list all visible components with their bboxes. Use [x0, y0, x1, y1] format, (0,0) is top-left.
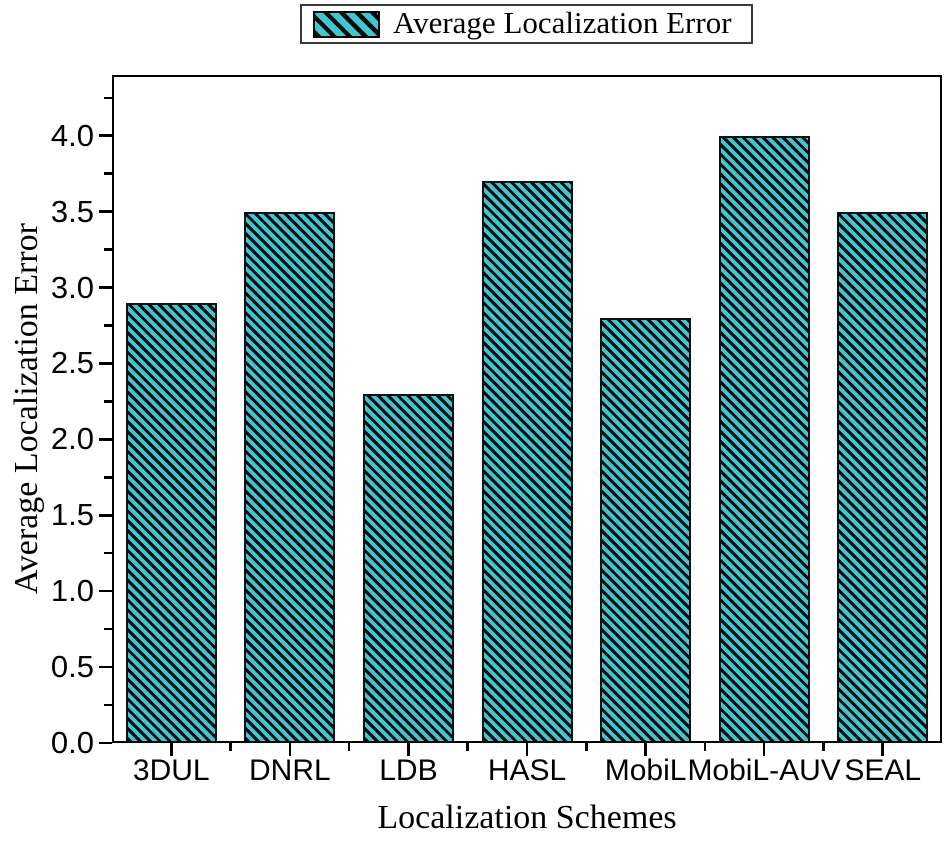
y-minor-tick — [104, 551, 112, 555]
x-tick-label: MobiL-AUV — [687, 754, 841, 787]
y-minor-tick — [104, 400, 112, 403]
x-tick-label: SEAL — [844, 754, 922, 787]
x-minor-tick — [229, 743, 232, 751]
x-minor-tick — [822, 743, 825, 751]
bar-HASL — [481, 181, 573, 743]
x-minor-tick — [703, 743, 707, 751]
y-major-tick — [99, 665, 112, 669]
y-minor-tick — [104, 248, 112, 251]
y-tick-label: 3.0 — [50, 269, 94, 305]
bar-3DUL — [125, 303, 217, 743]
y-tick-label: 0.5 — [50, 649, 94, 685]
legend-label: Average Localization Error — [393, 5, 732, 40]
x-tick-label: HASL — [487, 754, 567, 787]
y-major-tick — [99, 438, 112, 441]
legend-swatch-hatch — [313, 10, 380, 38]
x-major-tick — [407, 743, 410, 756]
y-major-tick — [99, 589, 112, 593]
x-major-tick — [525, 743, 529, 756]
y-major-tick — [99, 741, 112, 745]
y-tick-label: 0.0 — [50, 725, 94, 760]
bar-MobiL-AUV — [718, 136, 810, 743]
y-major-tick — [99, 134, 112, 137]
y-minor-tick — [104, 324, 112, 327]
y-tick-label: 1.0 — [50, 573, 94, 609]
x-minor-tick — [585, 743, 588, 751]
y-major-tick — [99, 210, 112, 213]
y-major-tick — [99, 286, 112, 289]
x-major-tick — [881, 743, 884, 756]
bar-MobiL — [600, 318, 692, 743]
y-minor-tick — [104, 172, 112, 175]
y-major-tick — [99, 362, 112, 365]
y-tick-label: 1.5 — [50, 497, 94, 533]
x-minor-tick — [466, 743, 469, 751]
legend: Average Localization Error — [300, 4, 753, 44]
y-minor-tick — [104, 96, 112, 100]
x-major-tick — [288, 743, 292, 756]
x-axis-title: Localization Schemes — [377, 799, 677, 836]
x-tick-label: LDB — [379, 754, 438, 787]
y-minor-tick — [104, 627, 112, 631]
plot-area — [112, 75, 942, 743]
y-tick-label: 4.0 — [50, 117, 94, 153]
y-minor-tick — [104, 476, 112, 479]
y-minor-tick — [104, 703, 112, 707]
x-tick-label: MobiL — [604, 754, 687, 787]
y-tick-label: 3.5 — [50, 193, 94, 229]
y-tick-label: 2.5 — [50, 345, 94, 381]
y-tick-label: 2.0 — [50, 421, 94, 457]
x-tick-label: DNRL — [249, 754, 331, 787]
x-major-tick — [170, 743, 173, 756]
x-major-tick — [644, 743, 647, 756]
x-tick-label: 3DUL — [132, 754, 210, 787]
x-minor-tick — [347, 743, 351, 751]
bar-SEAL — [837, 212, 929, 743]
x-major-tick — [762, 743, 766, 756]
bar-DNRL — [244, 212, 336, 743]
y-major-tick — [99, 514, 112, 517]
y-axis-title: Average Localization Error — [6, 75, 48, 743]
